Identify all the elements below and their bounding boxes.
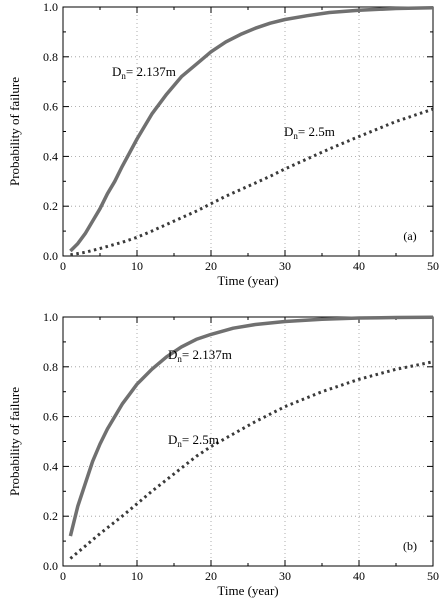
x-tick-label: 20 — [205, 259, 217, 273]
chart-panel-1: 0 10 20 30 40 50 0.0 0.2 0.4 0.6 0.8 1.0 Time (year)… — [7, 0, 439, 288]
x-tick-label: 40 — [353, 259, 365, 273]
series-line-dn-2-5m — [69, 360, 434, 560]
x-tick-label: 0 — [60, 259, 66, 273]
series-line-dn-2-137m — [68, 315, 434, 537]
y-tick-label: 1.0 — [43, 310, 58, 324]
series-annotation: Dn= 2.137m — [112, 64, 176, 81]
y-axis-label: Probability of failure — [7, 387, 22, 496]
x-axis-label: Time (year) — [217, 273, 278, 288]
x-tick-label: 50 — [427, 259, 439, 273]
x-tick-label: 50 — [427, 569, 439, 583]
panel-label: (b) — [403, 539, 417, 553]
y-tick-label: 0.0 — [43, 249, 58, 263]
panel-label: (a) — [403, 229, 416, 243]
series-annotation: Dn= 2.5m — [284, 124, 335, 141]
x-tick-label: 0 — [60, 569, 66, 583]
y-tick-label: 0.2 — [43, 509, 58, 523]
y-axis-label: Probability of failure — [7, 77, 22, 186]
plot-frame — [62, 6, 434, 257]
y-tick-label: 0.4 — [43, 459, 58, 473]
x-tick-label: 10 — [131, 259, 143, 273]
y-tick-label: 0.2 — [43, 199, 58, 213]
chart-panel-2: 0 10 20 30 40 50 0.0 0.2 0.4 0.6 0.8 1.0 Time (year)… — [7, 310, 439, 598]
y-tick-label: 0.8 — [43, 50, 58, 64]
y-tick-label: 0.6 — [43, 100, 58, 114]
x-axis-label: Time (year) — [217, 583, 278, 598]
x-tick-label: 40 — [353, 569, 365, 583]
y-tick-label: 0.8 — [43, 360, 58, 374]
y-tick-label: 0.4 — [43, 149, 58, 163]
series-line-dn-2-5m — [70, 107, 434, 257]
x-tick-label: 10 — [131, 569, 143, 583]
y-tick-label: 1.0 — [43, 0, 58, 14]
x-tick-label: 20 — [205, 569, 217, 583]
y-tick-label: 0.6 — [43, 410, 58, 424]
x-tick-label: 30 — [279, 569, 291, 583]
x-tick-label: 30 — [279, 259, 291, 273]
plot-frame — [62, 316, 434, 567]
series-annotation: Dn= 2.137m — [168, 347, 232, 364]
y-tick-label: 0.0 — [43, 559, 58, 573]
series-annotation: Dn= 2.5m — [168, 432, 219, 449]
series-line-dn-2-137m — [69, 5, 434, 253]
